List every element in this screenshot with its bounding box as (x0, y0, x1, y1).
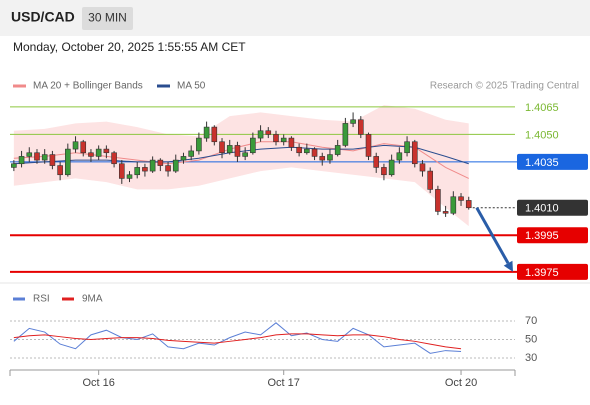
legend-label: 9MA (82, 294, 103, 305)
y-tick-label: 30 (525, 352, 537, 364)
candle-body (219, 141, 225, 154)
candle-body (427, 170, 433, 190)
level-box (517, 227, 588, 244)
candle-body (450, 196, 457, 214)
candle-body (388, 159, 395, 176)
level-label: 1.4050 (525, 129, 559, 141)
candle-body (11, 163, 17, 168)
candle-body (196, 137, 202, 152)
candle-body (41, 154, 48, 161)
level-label: 1.4035 (525, 157, 559, 169)
candle-body (373, 156, 380, 168)
credit: Research © 2025 Trading Central (430, 81, 579, 92)
y-tick-label: 70 (525, 315, 537, 327)
level-label: 1.3975 (525, 267, 559, 279)
interval: 30 MIN (88, 11, 127, 25)
candle-body (165, 165, 171, 172)
candle-body (234, 145, 241, 157)
timestamp: Monday, October 20, 2025 1:55:55 AM CET (13, 40, 246, 54)
candle-body (250, 137, 256, 154)
candle-body (226, 145, 233, 154)
candle-body (288, 137, 295, 148)
x-tick-label: Oct 16 (82, 377, 114, 389)
candle-body (350, 119, 356, 124)
candle-body (172, 159, 179, 172)
candle-body (72, 141, 79, 150)
candle-body (304, 148, 310, 154)
candle-body (18, 156, 25, 165)
candle-body (257, 130, 264, 139)
candle-body (381, 167, 387, 176)
level-label: 1.4010 (525, 203, 559, 215)
candle-body (134, 167, 141, 176)
y-tick-label: 50 (525, 333, 537, 345)
level-box (517, 153, 588, 170)
candle-body (188, 150, 194, 157)
candle-body (34, 152, 40, 161)
candle-body (296, 146, 302, 154)
candle-body (365, 134, 372, 157)
candle-body (419, 163, 426, 172)
legend-label: RSI (33, 294, 50, 305)
candle-body (211, 126, 218, 143)
candle-body (319, 156, 326, 161)
rsi-line (13, 333, 462, 350)
candle-body (80, 141, 87, 154)
symbol: USD/CAD (11, 9, 75, 25)
interval-badge (82, 7, 133, 30)
candle-body (103, 148, 110, 154)
bollinger-band (13, 105, 469, 227)
candle-body (442, 211, 449, 214)
candle-body (149, 159, 156, 172)
legend-label: MA 20 + Bollinger Bands (33, 81, 143, 92)
legend-label: MA 50 (177, 81, 206, 92)
candle-body (396, 152, 403, 161)
candle-body (65, 148, 71, 176)
candle-body (404, 141, 410, 154)
candle-body (242, 152, 248, 157)
candle-body (465, 200, 472, 209)
candle-body (118, 163, 125, 179)
candle-body (95, 148, 102, 157)
forecast-arrow (475, 207, 510, 264)
candle-body (327, 154, 333, 161)
forecast-arrowhead (503, 260, 513, 272)
rsi-line (13, 322, 462, 354)
candle-body (180, 156, 187, 161)
x-tick-label: Oct 17 (267, 377, 299, 389)
candle-body (280, 137, 287, 143)
candle-body (458, 196, 464, 201)
level-label: 1.4065 (525, 102, 559, 114)
candle-body (203, 126, 210, 139)
candle-body (111, 152, 117, 165)
candle-body (157, 159, 164, 166)
candle-body (311, 148, 318, 157)
candle-body (265, 130, 272, 135)
candle-body (411, 141, 418, 165)
candle-body (49, 154, 56, 166)
level-box (517, 199, 588, 216)
candle-body (126, 174, 133, 179)
candle-body (358, 119, 364, 135)
x-tick-label: Oct 20 (445, 377, 477, 389)
candle-body (142, 167, 148, 172)
candle-body (88, 152, 94, 157)
candle-body (26, 152, 33, 157)
candle-body (435, 189, 441, 212)
candle-body (334, 145, 341, 155)
candle-body (273, 134, 279, 143)
candle-body (57, 165, 63, 176)
level-label: 1.3995 (525, 230, 559, 242)
level-box (517, 263, 588, 280)
candle-body (342, 123, 349, 146)
